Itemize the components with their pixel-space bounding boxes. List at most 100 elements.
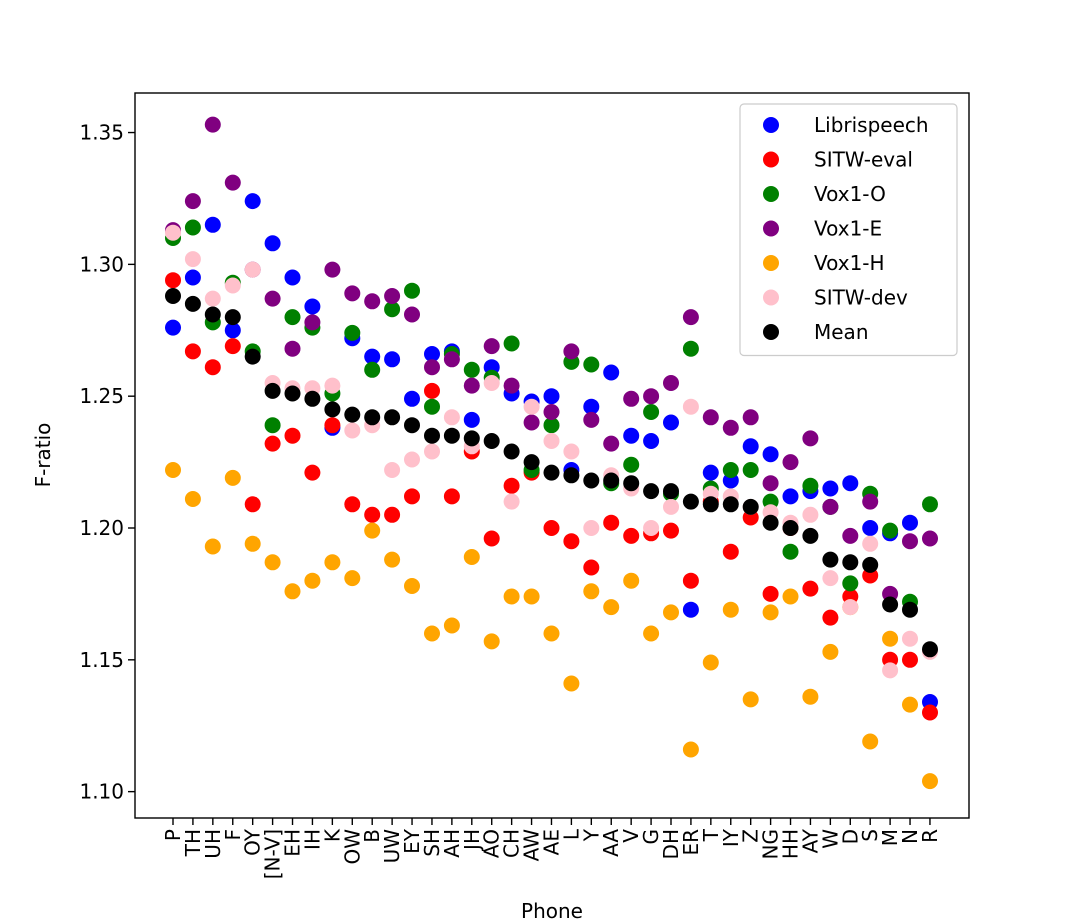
point-vox1-o-v xyxy=(623,456,640,473)
point-librispeech-t xyxy=(702,464,719,481)
point-vox1-e-dh xyxy=(663,375,679,391)
point-vox1-e-ih xyxy=(304,314,321,331)
point-vox1-h-m xyxy=(882,630,899,647)
point-sitw-dev-ey xyxy=(404,451,420,468)
point-librispeech-uh xyxy=(204,216,221,233)
point-vox1-h-eh xyxy=(284,583,301,600)
point-vox1-h-ey xyxy=(404,578,420,594)
point-sitw-dev-th xyxy=(184,251,201,268)
point-mean-g xyxy=(643,483,660,500)
x-tick-label: OW xyxy=(340,829,364,865)
point-librispeech-b xyxy=(364,348,381,365)
point-vox1-h-b xyxy=(364,522,381,539)
point-vox1-h-n xyxy=(902,696,918,713)
point-librispeech-d xyxy=(842,475,859,492)
x-tick-label: S xyxy=(858,829,882,842)
point-sitw-eval-f xyxy=(224,338,241,355)
point-mean-iy xyxy=(722,496,739,513)
point-sitw-eval-ah xyxy=(443,488,460,505)
point-vox1-h-uh xyxy=(204,538,221,555)
point-sitw-dev-w xyxy=(822,570,839,587)
point-mean-ey xyxy=(404,417,420,434)
point-vox1-o-ow xyxy=(344,324,361,341)
point-sitw-eval-y xyxy=(583,559,600,576)
point-vox1-o-ay xyxy=(802,477,819,494)
point-vox1-e-sh xyxy=(424,359,440,376)
point-librispeech-ey xyxy=(404,390,420,407)
legend-label-sitw-dev: SITW-dev xyxy=(814,286,908,310)
x-tick-label: SH xyxy=(420,829,444,857)
point-vox1-o-ch xyxy=(503,335,520,352)
point-vox1-e-er xyxy=(682,309,699,326)
point-mean-eh xyxy=(284,385,301,402)
legend: Librispeech SITW-eval Vox1-O Vox1-E Vox1-H SI… xyxy=(739,103,958,357)
point-vox1-o-hh xyxy=(782,543,799,560)
point-vox1-e-th xyxy=(184,193,201,210)
point-vox1-h-s xyxy=(862,733,879,750)
x-tick-label: L xyxy=(559,828,583,840)
point-vox1-h-ay xyxy=(802,688,819,705)
point-vox1-e-f xyxy=(224,174,241,191)
point-mean-sh xyxy=(424,427,440,444)
point-librispeech-th xyxy=(184,269,201,286)
y-tick-label: 1.25 xyxy=(79,384,124,408)
point-vox1-o-th xyxy=(184,219,201,236)
point-librispeech-uw xyxy=(384,351,401,368)
point-librispeech-er xyxy=(682,601,699,618)
point-sitw-dev-ae xyxy=(543,433,560,449)
point-sitw-eval-th xyxy=(184,343,201,360)
x-tick-label: AO xyxy=(480,829,504,858)
x-tick-label: UW xyxy=(380,829,404,864)
point-mean-th xyxy=(184,295,201,312)
point-vox1-e-uw xyxy=(384,288,401,304)
point-vox1-h-ng xyxy=(762,604,779,621)
point-mean-ao xyxy=(483,433,500,449)
series-vox1-e xyxy=(165,116,938,602)
x-tick-label: W xyxy=(818,829,842,849)
point-sitw-eval-sh xyxy=(424,382,440,399)
legend-label-vox1-e: Vox1-E xyxy=(814,217,882,241)
point-librispeech-s xyxy=(862,520,879,536)
point-librispeech-eh xyxy=(284,269,301,286)
legend-label-librispeech: Librispeech xyxy=(814,113,929,137)
point-vox1-e-b xyxy=(364,293,381,310)
point-sitw-eval-ih xyxy=(304,464,321,481)
point-sitw-dev-f xyxy=(224,277,241,294)
point-vox1-h-dh xyxy=(663,604,679,621)
point-librispeech-n xyxy=(902,514,918,531)
point-vox1-o-uw xyxy=(384,301,401,318)
point-sitw-eval-ae xyxy=(543,520,560,536)
point-mean-l xyxy=(563,467,580,484)
point-vox1-h-jh xyxy=(463,549,480,565)
series-sitw-eval xyxy=(165,272,938,721)
point-sitw-eval-r xyxy=(922,704,938,721)
point-vox1-o-er xyxy=(682,340,699,357)
point-librispeech-hh xyxy=(782,488,799,505)
point-mean-m xyxy=(882,596,899,613)
point-vox1-h-hh xyxy=(782,588,799,605)
point-vox1-h-sh xyxy=(424,625,440,642)
x-tick-label: AH xyxy=(440,829,464,858)
point-sitw-eval-v xyxy=(623,527,640,544)
point-sitw-dev-oy xyxy=(244,261,261,278)
point-vox1-o-ae xyxy=(543,417,560,434)
legend-label-vox1-o: Vox1-O xyxy=(814,182,886,206)
legend-marker-vox1-e xyxy=(763,220,779,237)
x-tick-label: JH xyxy=(460,829,484,852)
x-tick-label: Z xyxy=(739,829,763,843)
point-vox1-h-aw xyxy=(523,588,540,605)
point-vox1-h-g xyxy=(643,625,660,642)
x-tick-label: K xyxy=(320,828,344,842)
point-sitw-dev-l xyxy=(563,443,580,460)
point-vox1-e-jh xyxy=(463,377,480,394)
point-vox1-h-w xyxy=(822,643,839,660)
x-tick-label: F xyxy=(221,829,245,841)
point-vox1-o-iy xyxy=(722,462,739,478)
point-vox1-o-nv xyxy=(264,417,281,434)
data-points xyxy=(165,116,938,790)
point-vox1-e-ah xyxy=(443,351,460,368)
point-mean-w xyxy=(822,551,839,568)
point-vox1-o-z xyxy=(742,462,759,478)
point-sitw-eval-iy xyxy=(722,543,739,560)
